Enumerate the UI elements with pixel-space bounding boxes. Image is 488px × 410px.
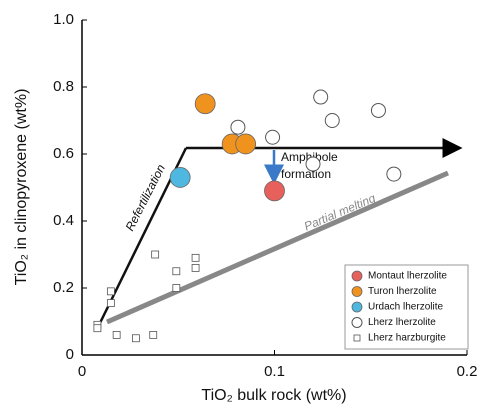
legend-marker (353, 334, 361, 342)
data-point (313, 89, 329, 105)
x-tick-label: 0.1 (264, 363, 285, 380)
legend-marker (351, 286, 363, 297)
y-tick-label: 0.8 (53, 78, 74, 95)
legend-marker (351, 317, 363, 328)
y-tick-label: 0.2 (53, 279, 74, 296)
legend-marker (351, 270, 363, 282)
data-point (264, 180, 285, 202)
data-point (191, 263, 200, 272)
data-point (93, 324, 102, 333)
data-point (386, 166, 402, 182)
data-point (151, 250, 160, 259)
x-tick-label: 0.2 (457, 363, 478, 380)
y-tick-label: 0.6 (53, 145, 74, 162)
data-point (169, 167, 191, 188)
legend-label: Montaut lherzolite (368, 271, 447, 282)
legend-label: Urdach lherzolite (368, 302, 443, 313)
legend-label: Lherz harzburgite (368, 333, 446, 344)
partial-melting-line (105, 170, 450, 325)
data-point (131, 334, 140, 343)
data-point (235, 133, 257, 155)
x-axis-label: TiO₂ bulk rock (wt%) (201, 387, 346, 404)
y-tick-label: 1.0 (53, 11, 74, 28)
data-point (172, 284, 181, 292)
legend-label: Lherz lherzolite (368, 317, 436, 328)
legend-label: Turon lherzolite (368, 286, 437, 297)
data-point (370, 102, 386, 118)
y-axis-label: TiO₂ in clinopyroxene (wt%) (13, 89, 30, 286)
data-point (106, 299, 115, 307)
data-point (191, 253, 200, 262)
data-point (149, 330, 158, 339)
annotation: Amphibole (281, 150, 338, 164)
data-point (112, 330, 121, 339)
data-point (265, 129, 281, 145)
y-tick-label: 0.4 (53, 212, 74, 229)
data-point (305, 156, 321, 172)
data-point (194, 93, 216, 115)
annotation: Partial melting (302, 191, 378, 234)
x-tick-label: 0 (78, 363, 86, 380)
y-tick-label: 0 (66, 346, 74, 363)
legend-marker (351, 301, 363, 313)
data-point (230, 119, 246, 135)
legend (344, 264, 469, 350)
annotation: formation (281, 167, 331, 181)
data-point (106, 287, 115, 296)
data-point (172, 267, 181, 276)
data-point (324, 113, 340, 128)
